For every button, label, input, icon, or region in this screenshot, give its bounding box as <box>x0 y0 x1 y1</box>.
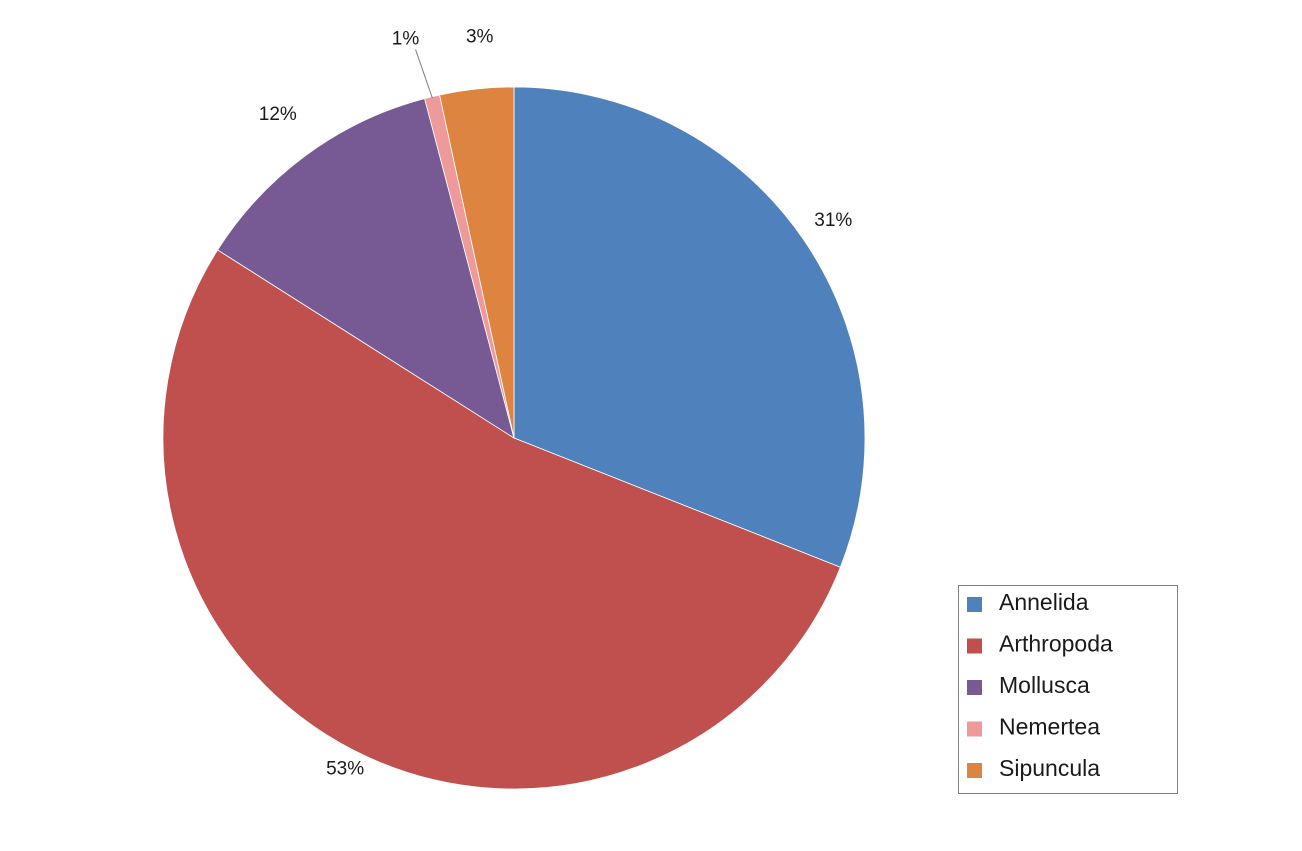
legend-swatch-sipuncula <box>967 763 982 778</box>
pie-slice-sipuncula <box>439 86 515 439</box>
pie-data-labels: 31% 53% 12% 1% 3% <box>259 27 853 780</box>
legend: Annelida Arthropoda Mollusca Nemertea Sipunc… <box>958 585 1178 794</box>
legend-label-annelida: Annelida <box>999 589 1089 615</box>
pie-slice-annelida <box>513 86 866 568</box>
legend-swatch-mollusca <box>967 680 982 695</box>
pie-slice-mollusca <box>217 98 515 439</box>
pie-slices <box>162 86 866 790</box>
legend-label-nemertea: Nemertea <box>999 714 1100 740</box>
legend-swatch-arthropoda <box>967 638 982 654</box>
leader-line-nemertea <box>415 49 433 99</box>
legend-label-mollusca: Mollusca <box>999 672 1090 698</box>
pie-slice-arthropoda <box>162 249 841 790</box>
legend-label-sipuncula: Sipuncula <box>999 755 1100 781</box>
data-label-mollusca: 12% <box>259 104 297 125</box>
data-label-nemertea: 1% <box>392 28 420 49</box>
legend-box <box>958 585 1178 794</box>
legend-swatch-nemertea <box>967 721 982 737</box>
data-label-sipuncula: 3% <box>466 27 494 48</box>
data-label-arthropoda: 53% <box>326 759 364 780</box>
legend-swatch-annelida <box>967 597 982 612</box>
legend-label-arthropoda: Arthropoda <box>999 631 1113 657</box>
data-label-annelida: 31% <box>814 210 852 231</box>
